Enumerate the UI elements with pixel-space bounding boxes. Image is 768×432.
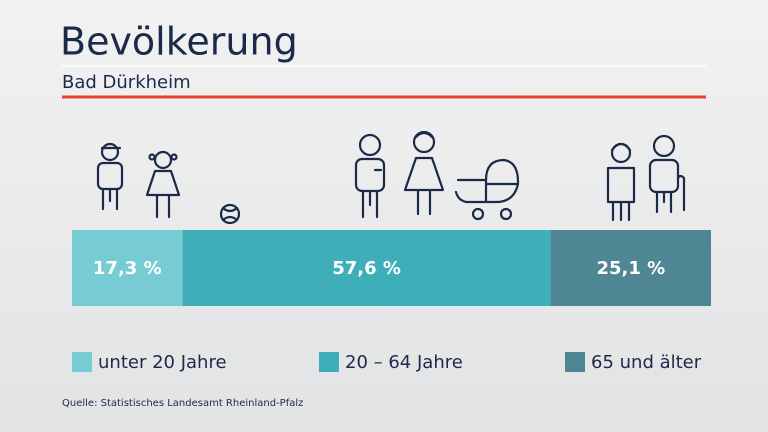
legend-label: 20 – 64 Jahre (345, 352, 463, 373)
source-note: Quelle: Statistisches Landesamt Rheinlan… (62, 398, 303, 409)
legend-swatch (72, 352, 92, 372)
legend-label: 65 und älter (591, 352, 702, 373)
legend-swatch (319, 352, 339, 372)
value-label: 25,1 % (596, 258, 665, 279)
chart-subtitle: Bad Dürkheim (62, 72, 191, 93)
legend-swatch (565, 352, 585, 372)
stacked-bar: 17,3 % 57,6 % 25,1 % (72, 230, 711, 306)
bar-segment (550, 230, 711, 306)
icons (96, 130, 686, 225)
value-label: 17,3 % (93, 258, 162, 279)
bar-segment (182, 230, 551, 306)
chart-title: Bevölkerung (60, 20, 298, 64)
value-label: 57,6 % (332, 258, 401, 279)
legend-label: unter 20 Jahre (98, 352, 227, 373)
legend: unter 20 Jahre 20 – 64 Jahre 65 und älter (72, 352, 702, 373)
bar-segment (72, 230, 183, 306)
